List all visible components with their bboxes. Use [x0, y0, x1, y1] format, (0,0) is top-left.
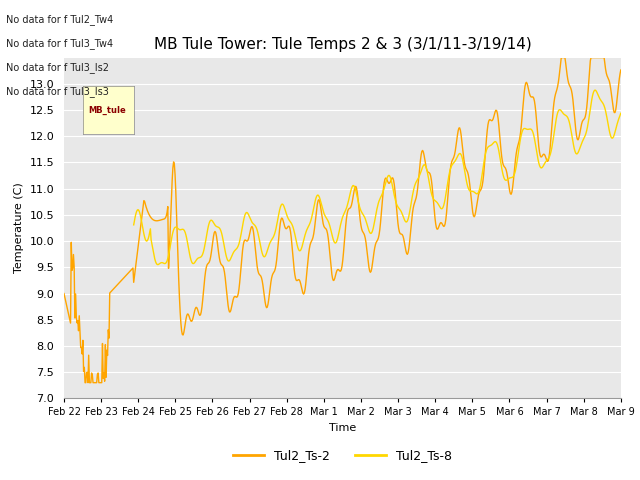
Text: No data for f Tul3_Is3: No data for f Tul3_Is3 [6, 86, 109, 97]
Tul2_Ts-2 [81, 380, 89, 385]
Tul2_Ts-2 [277, 216, 285, 222]
Tul2_Ts-8 [228, 253, 236, 259]
Tul2_Ts-2 [432, 221, 440, 227]
Title: MB Tule Tower: Tule Temps 2 & 3 (3/1/11-3/19/14): MB Tule Tower: Tule Temps 2 & 3 (3/1/11-… [154, 37, 531, 52]
Tul2_Ts-2 [60, 291, 68, 297]
Tul2_Ts-2 [256, 272, 264, 278]
Text: No data for f Tul3_Is2: No data for f Tul3_Is2 [6, 62, 109, 73]
Line: Tul2_Ts-2: Tul2_Ts-2 [64, 58, 621, 383]
Tul2_Ts-8 [400, 215, 408, 221]
Tul2_Ts-2 [401, 240, 408, 246]
Tul2_Ts-2 [126, 268, 134, 274]
Y-axis label: Temperature (C): Temperature (C) [14, 182, 24, 274]
Text: No data for f Tul3_Tw4: No data for f Tul3_Tw4 [6, 38, 113, 49]
Tul2_Ts-2 [228, 300, 236, 306]
Tul2_Ts-2 [617, 67, 625, 73]
Tul2_Ts-8 [617, 110, 625, 116]
Text: No data for f Tul2_Tw4: No data for f Tul2_Tw4 [6, 14, 114, 25]
X-axis label: Time: Time [329, 423, 356, 433]
Tul2_Ts-8 [276, 204, 284, 210]
Tul2_Ts-2 [557, 55, 565, 60]
Tul2_Ts-8 [431, 198, 439, 204]
Text: MB_tule: MB_tule [88, 106, 126, 115]
Line: Tul2_Ts-8: Tul2_Ts-8 [134, 90, 621, 264]
Legend: Tul2_Ts-2, Tul2_Ts-8: Tul2_Ts-2, Tul2_Ts-8 [228, 444, 457, 467]
Tul2_Ts-8 [255, 237, 263, 242]
